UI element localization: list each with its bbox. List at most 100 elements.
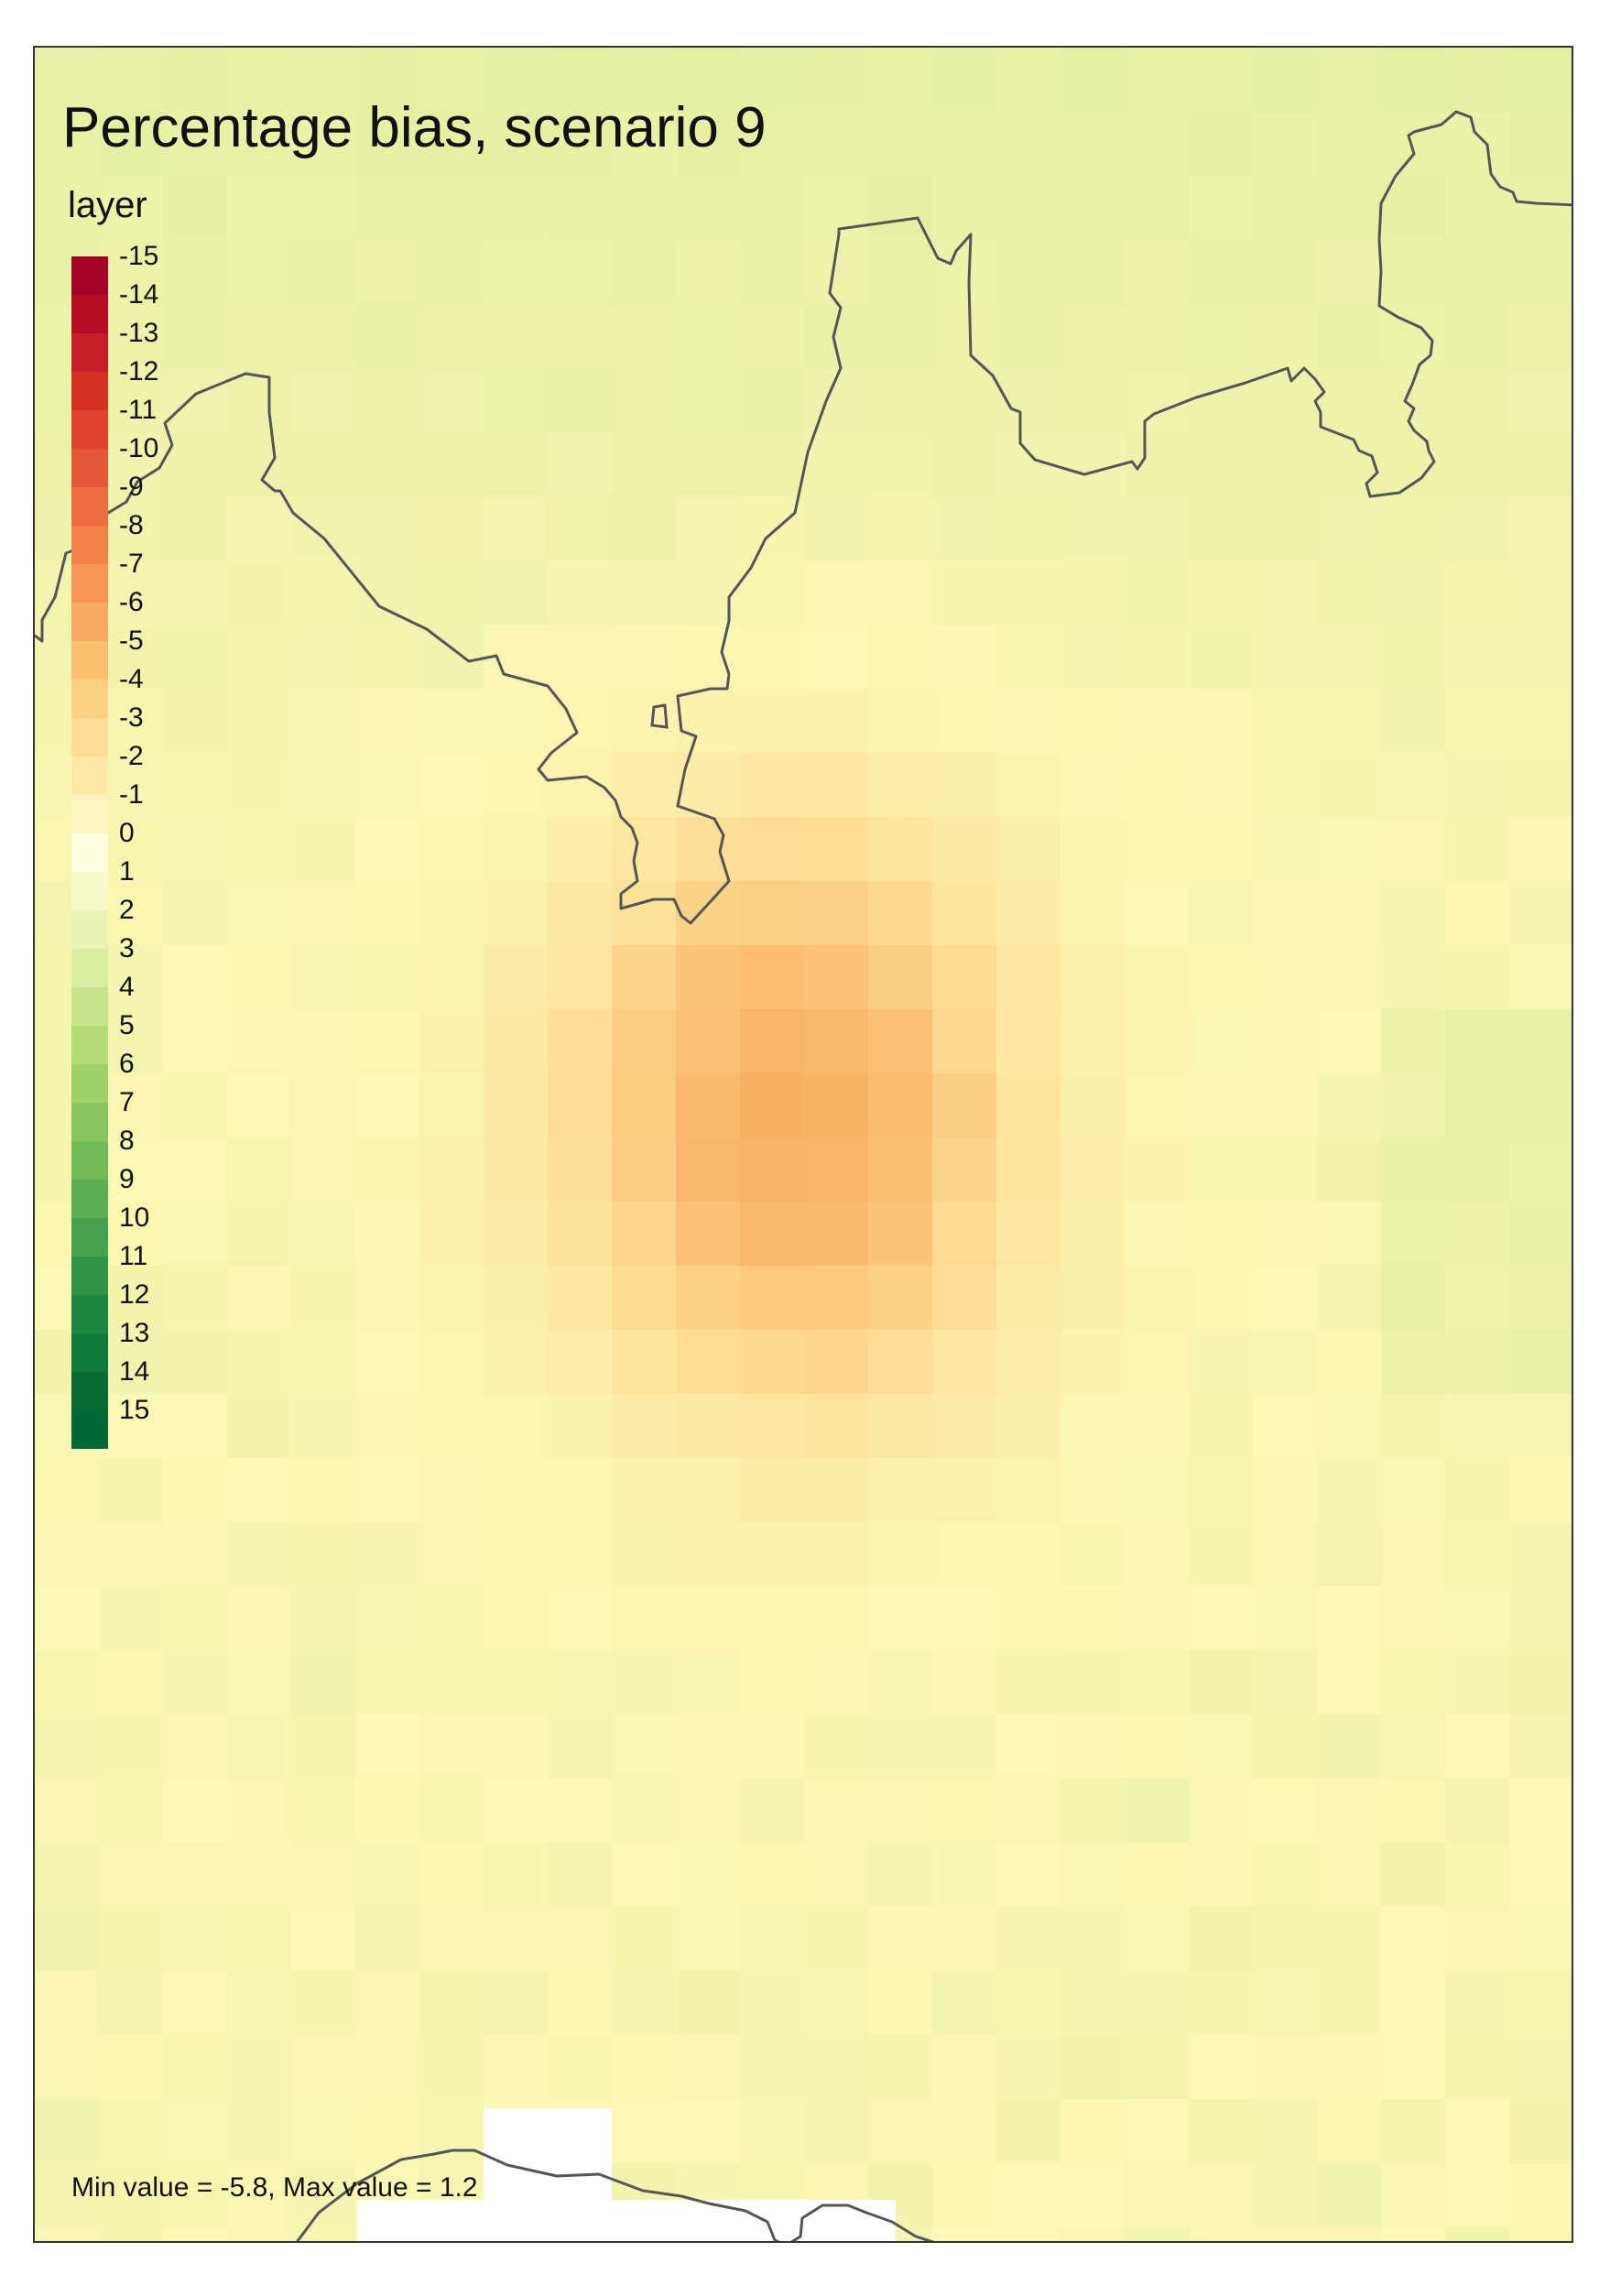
raster-cell: [676, 1586, 741, 1651]
raster-cell: [1317, 432, 1382, 497]
raster-cell: [740, 945, 805, 1010]
raster-cell: [227, 1586, 292, 1651]
legend-swatch: [71, 1333, 108, 1372]
legend-label: 5: [119, 1010, 135, 1040]
raster-cell: [1509, 1137, 1572, 1202]
raster-cell: [1189, 1394, 1254, 1459]
raster-cell: [1317, 1073, 1382, 1138]
raster-cell: [740, 176, 805, 241]
raster-cell: [1189, 112, 1254, 177]
raster-cell: [163, 1522, 228, 1587]
raster-cell: [35, 1843, 100, 1908]
legend-label: 0: [119, 818, 135, 848]
raster-cell: [227, 368, 292, 433]
legend-label: 13: [119, 1318, 150, 1348]
raster-cell: [804, 753, 869, 818]
raster-cell: [35, 1714, 100, 1779]
raster-cell: [355, 48, 420, 113]
raster-cell: [1253, 1394, 1318, 1459]
raster-cell: [1125, 625, 1190, 690]
raster-cell: [996, 1522, 1061, 1587]
raster-cell: [612, 240, 677, 305]
raster-cell: [99, 2099, 164, 2164]
raster-cell: [227, 689, 292, 754]
raster-cell: [227, 2163, 292, 2228]
raster-cell: [35, 112, 100, 177]
legend-label: 12: [119, 1279, 150, 1310]
raster-cell: [548, 112, 613, 177]
raster-cell: [804, 496, 869, 561]
raster-cell: [612, 432, 677, 497]
raster-cell: [291, 1714, 356, 1779]
raster-cell: [612, 753, 677, 818]
raster-cell: [227, 560, 292, 626]
raster-cell: [548, 1330, 613, 1395]
raster-cell: [676, 817, 741, 882]
raster-cell: [804, 1843, 869, 1908]
legend-label: -8: [119, 510, 144, 540]
raster-cell: [932, 496, 997, 561]
raster-cell: [996, 817, 1061, 882]
bias-raster: [35, 48, 1572, 2241]
raster-cell: [1445, 945, 1510, 1010]
raster-cell: [355, 1522, 420, 1587]
raster-cell: [804, 2035, 869, 2100]
coastline: [35, 110, 1572, 2241]
raster-cell: [99, 881, 164, 946]
raster-cell: [419, 304, 484, 369]
raster-cell: [1125, 1907, 1190, 1972]
raster-cell: [676, 112, 741, 177]
raster-cell: [227, 1009, 292, 1074]
legend-swatch: [71, 795, 108, 833]
raster-cell: [676, 1714, 741, 1779]
raster-cell: [1317, 1971, 1382, 2036]
raster-cell: [355, 1458, 420, 1523]
raster-cell: [99, 817, 164, 882]
raster-cell: [804, 1330, 869, 1395]
raster-cell: [1317, 304, 1382, 369]
raster-cell: [1189, 304, 1254, 369]
raster-cell: [355, 432, 420, 497]
raster-cell: [612, 1843, 677, 1908]
raster-cell: [35, 2163, 100, 2228]
raster-cell: [1061, 1779, 1126, 1844]
raster-cell: [163, 240, 228, 305]
raster-cell: [996, 1202, 1061, 1267]
raster-cell: [1381, 1137, 1446, 1202]
raster-cell: [1509, 1522, 1572, 1587]
raster-cell: [419, 1009, 484, 1074]
raster-cell: [548, 817, 613, 882]
raster-cell: [1253, 432, 1318, 497]
raster-cell: [1125, 1714, 1190, 1779]
raster-cell: [996, 1843, 1061, 1908]
raster-cell: [548, 1586, 613, 1651]
raster-cell: [804, 1009, 869, 1074]
raster-cell: [1061, 1202, 1126, 1267]
raster-cell: [548, 1907, 613, 1972]
raster-cell: [1189, 560, 1254, 626]
raster-cell: [1253, 1202, 1318, 1267]
raster-cell: [804, 176, 869, 241]
raster-cell: [1381, 1907, 1446, 1972]
raster-cell: [1509, 48, 1572, 113]
legend-swatch: [71, 833, 108, 872]
raster-cell: [1509, 2035, 1572, 2100]
raster-cell: [1509, 1714, 1572, 1779]
raster-cell: [740, 240, 805, 305]
raster-cell: [1061, 560, 1126, 626]
raster-cell: [996, 753, 1061, 818]
raster-cell: [932, 1394, 997, 1459]
raster-cell: [1253, 112, 1318, 177]
raster-cell: [419, 1458, 484, 1523]
raster-cell: [1253, 1650, 1318, 1715]
raster-cell: [1125, 689, 1190, 754]
raster-cell: [484, 881, 549, 946]
raster-cell: [740, 496, 805, 561]
raster-cell: [291, 1266, 356, 1331]
raster-cell: [548, 496, 613, 561]
raster-cell: [419, 1394, 484, 1459]
legend-swatch: [71, 1141, 108, 1180]
raster-cell: [804, 817, 869, 882]
raster-cell: [996, 48, 1061, 113]
raster-cell: [1445, 1202, 1510, 1267]
